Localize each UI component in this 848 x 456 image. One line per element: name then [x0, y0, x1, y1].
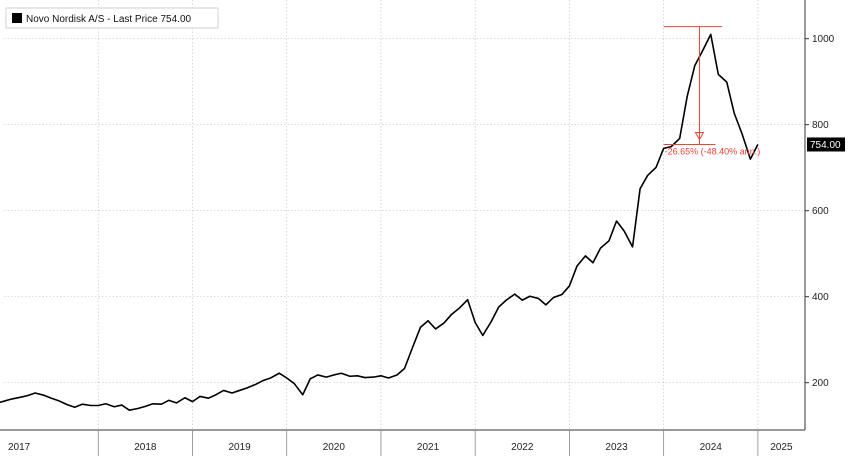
y-tick-label: 800 [812, 120, 829, 131]
drawdown-label: -26.65% (-48.40% ann.) [665, 146, 761, 156]
last-price-label: 754.00 [810, 140, 841, 151]
legend-box [5, 7, 219, 29]
x-tick-label: 2021 [417, 442, 440, 453]
x-axis: 2017 2018 2019 2020 2021 2022 2023 2024 2025 [0, 429, 805, 456]
gridlines [4, 0, 805, 430]
y-tick-label: 1000 [812, 34, 835, 45]
plot-area [0, 0, 805, 430]
series-layer [0, 33, 759, 412]
y-tick-label: 600 [812, 206, 829, 217]
x-tick-label: 2020 [323, 442, 346, 453]
drawdown-arrow [694, 131, 705, 141]
x-tick-label: 2023 [605, 442, 628, 453]
x-tick-label: 2025 [770, 442, 793, 453]
y-tick-label: 200 [812, 378, 829, 389]
x-tick-label: 2019 [228, 442, 251, 453]
x-tick-label: 2024 [700, 442, 723, 453]
y-tick-label: 400 [812, 292, 829, 303]
x-tick-label: 2017 [8, 442, 31, 453]
x-tick-label: 2022 [511, 442, 534, 453]
y-axis: 200 400 600 800 1000 754.00 [804, 0, 845, 430]
legend-entry: Novo Nordisk A/S - Last Price 754.00 [26, 14, 192, 25]
legend: Novo Nordisk A/S - Last Price 754.00 [5, 7, 219, 29]
price-line [0, 33, 759, 412]
drawdown-annotation: -26.65% (-48.40% ann.) [663, 26, 761, 156]
last-price-badge [807, 137, 845, 152]
legend-swatch [12, 13, 22, 23]
x-tick-label: 2018 [134, 442, 157, 453]
